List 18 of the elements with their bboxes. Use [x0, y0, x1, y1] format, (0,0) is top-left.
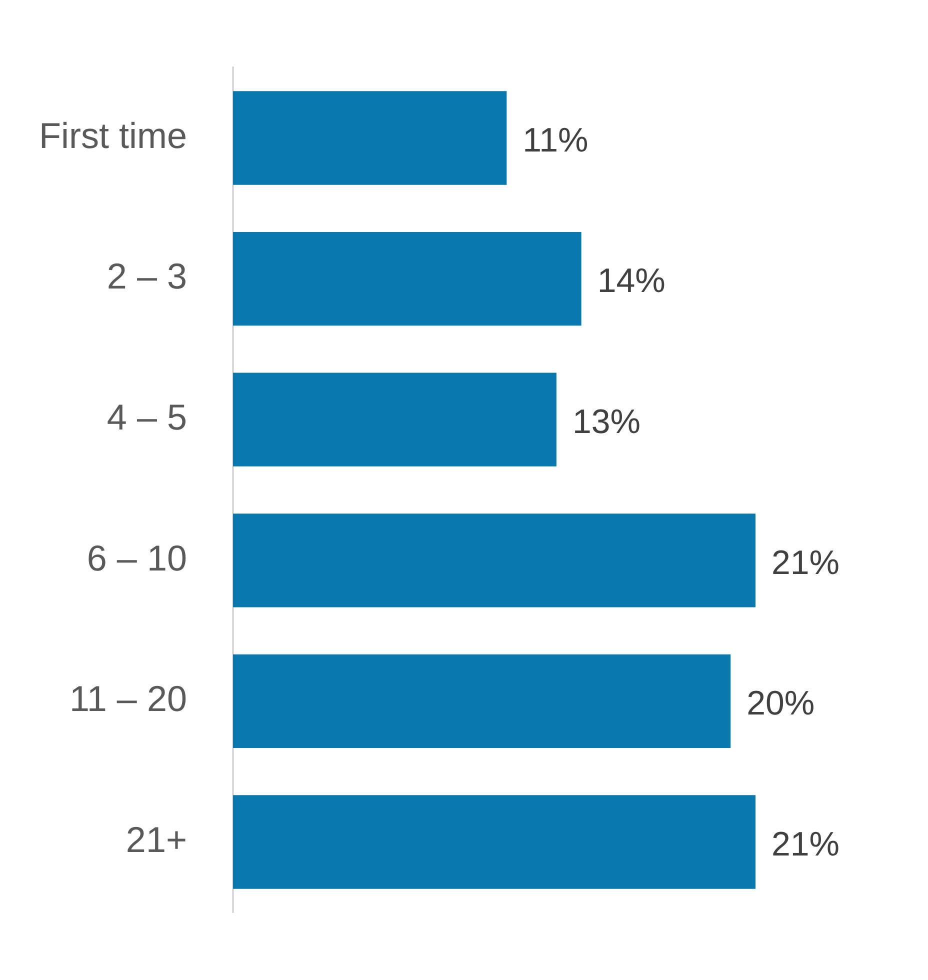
data-label: 14%: [597, 262, 666, 300]
y-tick-label: First time: [39, 114, 187, 156]
y-tick-label: 11 – 20: [70, 678, 187, 720]
data-label: 13%: [572, 402, 641, 441]
data-label: 21%: [771, 825, 840, 864]
y-tick-label: 4 – 5: [106, 396, 187, 438]
y-tick-label: 21+: [126, 818, 187, 860]
y-tick-label: 2 – 3: [106, 256, 187, 297]
bar: [233, 372, 556, 466]
data-label: 20%: [746, 684, 815, 723]
data-label: 21%: [771, 544, 840, 582]
y-tick-label: 6 – 10: [86, 537, 187, 578]
data-label: 11%: [522, 121, 588, 160]
bar: [233, 654, 731, 748]
bar: [233, 232, 582, 326]
bar: [233, 91, 507, 185]
bar: [233, 795, 756, 889]
bar: [233, 514, 756, 608]
